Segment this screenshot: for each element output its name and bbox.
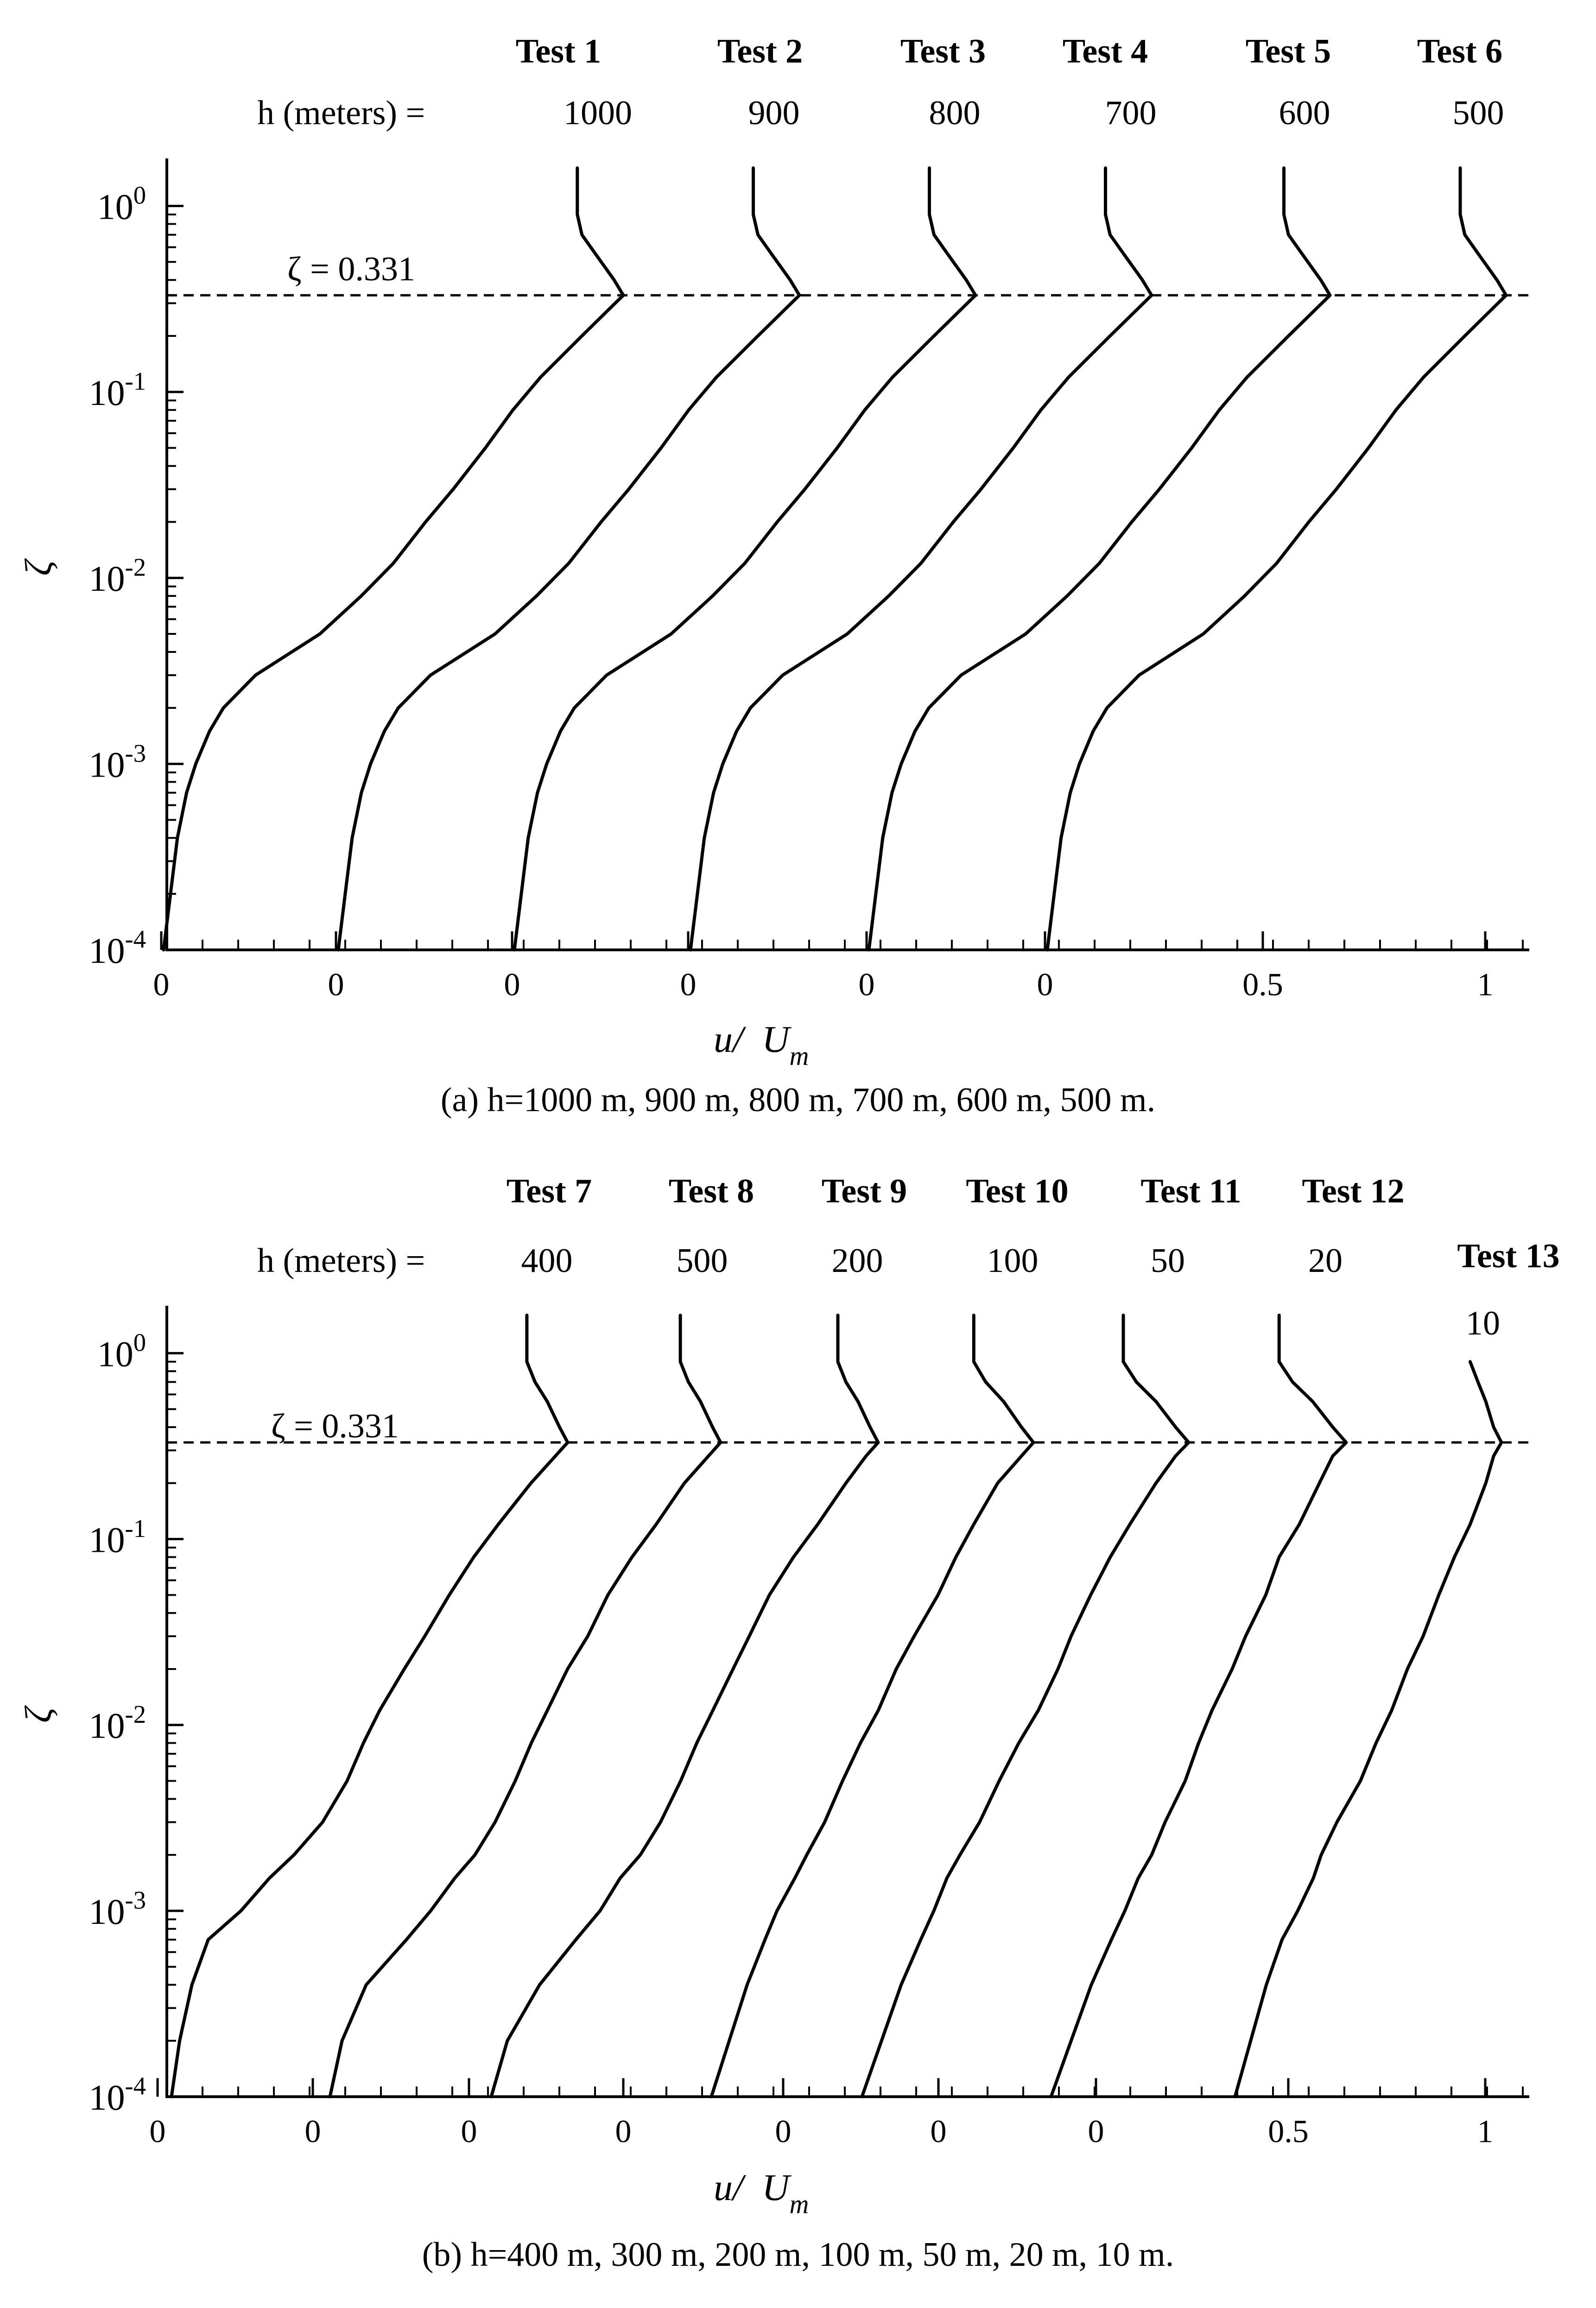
x-tick-label: 0	[1088, 2114, 1104, 2150]
series-h-value: 200	[832, 1242, 883, 1280]
series-h-value: 400	[521, 1242, 573, 1280]
x-tick-label: 0	[504, 967, 520, 1003]
y-tick-label: 10-2	[89, 553, 146, 599]
series-test-label: Test 5	[1246, 32, 1331, 70]
figure-caption: (a) h=1000 m, 900 m, 800 m, 700 m, 600 m…	[441, 1081, 1155, 1119]
series-test-label: Test 10	[966, 1172, 1068, 1210]
series-curve	[170, 1314, 570, 2099]
series-curve	[336, 166, 801, 952]
series-curve	[867, 166, 1332, 952]
x-tick-label: 1	[1477, 2114, 1494, 2150]
series-curve	[709, 1314, 1035, 2099]
y-axis-label: ζ	[17, 558, 59, 576]
series-curve	[689, 166, 1153, 952]
x-axis-label: u/ Um	[714, 1018, 809, 1071]
x-tick-label: 0	[775, 2114, 792, 2150]
y-tick-label: 10-2	[89, 1700, 146, 1746]
x-tick-label: 0.5	[1242, 967, 1283, 1003]
series-h-value: 10	[1466, 1304, 1500, 1342]
series-h-value: 50	[1151, 1242, 1185, 1280]
y-axis-label: ζ	[17, 1705, 59, 1723]
x-tick-label: 1	[1477, 967, 1494, 1003]
series-h-value: 900	[748, 94, 800, 132]
y-tick-label: 100	[97, 181, 146, 227]
series-h-value: 1000	[564, 94, 632, 132]
y-tick-label: 10-1	[89, 1514, 146, 1560]
series-test-label: Test 11	[1140, 1172, 1241, 1210]
y-tick-label: 10-1	[89, 367, 146, 413]
series-test-label: Test 12	[1302, 1172, 1404, 1210]
series-curve	[513, 166, 977, 952]
series-test-label: Test 1	[516, 32, 601, 70]
x-tick-label: 0	[680, 967, 697, 1003]
x-tick-label: 0	[153, 967, 170, 1003]
x-tick-label: 0	[931, 2114, 947, 2150]
h-meters-label: h (meters) =	[257, 94, 425, 132]
x-tick-label: 0	[615, 2114, 632, 2150]
series-curve	[1049, 1314, 1348, 2099]
reference-line-label: ζ = 0.331	[271, 1407, 399, 1445]
series-curve	[1045, 166, 1508, 952]
series-curve	[489, 1314, 880, 2099]
series-test-label: Test 6	[1417, 32, 1502, 70]
series-h-value: 500	[677, 1242, 728, 1280]
y-tick-label: 10-4	[89, 2072, 146, 2118]
series-curve	[328, 1314, 722, 2099]
series-curve	[1233, 1360, 1503, 2099]
h-meters-label: h (meters) =	[257, 1242, 425, 1280]
series-h-value: 800	[929, 94, 981, 132]
series-curve	[860, 1314, 1191, 2099]
series-test-label: Test 3	[900, 32, 986, 70]
y-tick-label: 10-3	[89, 1886, 146, 1932]
x-tick-label: 0	[305, 2114, 321, 2150]
series-test-label: Test 9	[822, 1172, 907, 1210]
y-tick-label: 100	[97, 1328, 146, 1374]
series-test-label: Test 8	[669, 1172, 754, 1210]
x-tick-label: 0	[150, 2114, 166, 2150]
x-tick-label: 0	[328, 967, 344, 1003]
x-axis-label: u/ Um	[714, 2166, 809, 2219]
series-h-value: 20	[1308, 1242, 1343, 1280]
series-test-label: Test 13	[1457, 1237, 1559, 1275]
panel-b-chart: 100 10-1 10-2 10-3 10-4 ζ 0 0 0 0 0 0 0 0.5 1 u/ Um (b) …	[17, 1172, 1560, 2274]
series-test-label: Test 7	[507, 1172, 592, 1210]
series-h-value: 700	[1105, 94, 1157, 132]
x-tick-label: 0	[859, 967, 875, 1003]
reference-line-label: ζ = 0.331	[287, 250, 415, 288]
figure-caption: (b) h=400 m, 300 m, 200 m, 100 m, 50 m, …	[422, 2236, 1174, 2274]
series-h-value: 100	[987, 1242, 1039, 1280]
series-test-label: Test 2	[717, 32, 803, 70]
series-test-label: Test 4	[1063, 32, 1148, 70]
y-tick-label: 10-4	[89, 925, 146, 971]
panel-a-chart: 100 10-1 10-2 10-3 10-4 ζ 0 0 0 0 0 0 0.5 1 u/ Um (a) h…	[17, 32, 1529, 1119]
y-tick-label: 10-3	[89, 739, 146, 785]
x-tick-label: 0	[461, 2114, 477, 2150]
x-tick-label: 0.5	[1268, 2114, 1309, 2150]
series-curve	[162, 166, 625, 952]
series-h-value: 600	[1279, 94, 1330, 132]
x-tick-label: 0	[1037, 967, 1053, 1003]
series-h-value: 500	[1453, 94, 1504, 132]
